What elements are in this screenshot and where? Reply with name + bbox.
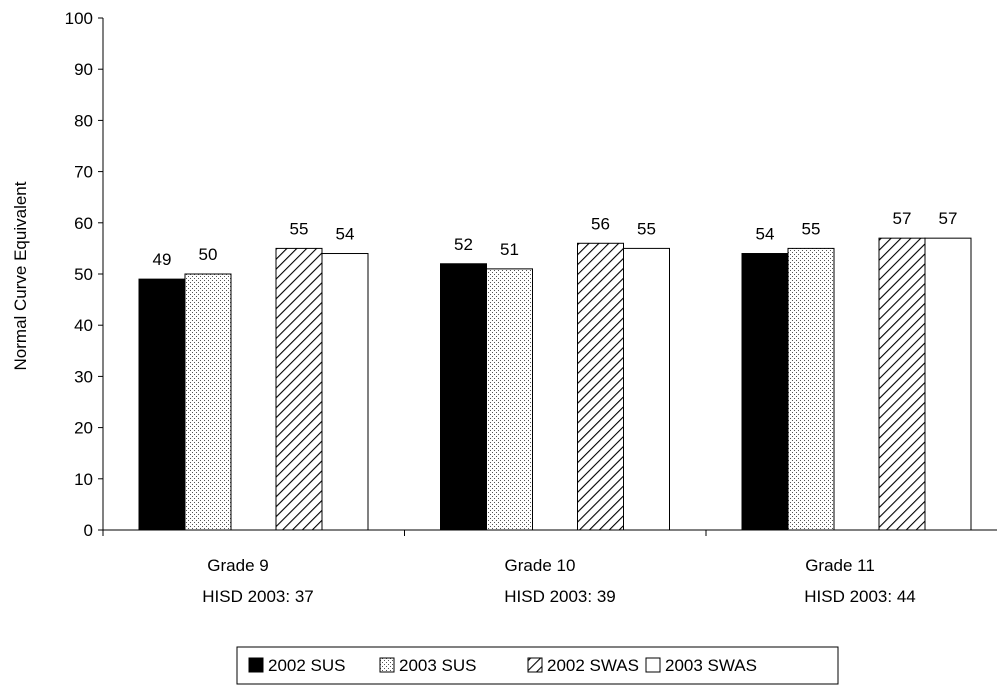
y-tick-label: 0 (84, 521, 93, 540)
y-axis-title-group: Normal Curve Equivalent (11, 181, 30, 370)
data-label: 55 (290, 219, 309, 238)
legend-swatch (248, 657, 264, 673)
bar-2003-swas (924, 237, 972, 531)
bar-2003-swas (321, 253, 369, 531)
data-label: 55 (802, 219, 821, 238)
bar-2003-sus (787, 247, 835, 531)
y-tick-label: 50 (74, 265, 93, 284)
legend-label: 2002 SWAS (547, 656, 639, 675)
category-label: Grade 11 (805, 556, 875, 575)
legend-items: 2002 SUS 2003 SUS 2002 SWAS 2003 SWAS (248, 656, 757, 675)
y-tick-label: 60 (74, 214, 93, 233)
y-tick-label: 80 (74, 111, 93, 130)
data-label: 52 (454, 235, 473, 254)
bar-2002-swas (275, 247, 323, 531)
x-axis (102, 529, 997, 536)
data-label: 54 (336, 225, 355, 244)
bar-2003-sus (184, 273, 232, 531)
y-tick-label: 10 (74, 470, 93, 489)
data-label: 50 (199, 245, 218, 264)
y-tick-label: 100 (65, 9, 93, 28)
category-sublabel: HISD 2003: 44 (804, 587, 916, 606)
legend-label: 2003 SWAS (665, 656, 757, 675)
category-sublabel: HISD 2003: 39 (504, 587, 616, 606)
y-tick-label: 70 (74, 163, 93, 182)
legend-swatch (527, 657, 543, 673)
legend-swatch (379, 657, 395, 673)
data-labels-group: 49 52 54 50 51 55 55 56 57 54 55 57 (153, 209, 958, 269)
data-label: 55 (637, 219, 656, 238)
data-label: 56 (591, 214, 610, 233)
data-label: 49 (153, 250, 172, 269)
y-axis-title: Normal Curve Equivalent (11, 181, 30, 370)
bar-2003-sus (486, 268, 533, 531)
bar-2002-swas (878, 237, 926, 531)
data-label: 57 (893, 209, 912, 228)
category-label: Grade 9 (207, 556, 268, 575)
legend-label: 2003 SUS (399, 656, 477, 675)
bar-2002-sus (138, 278, 186, 531)
y-tick-label: 40 (74, 316, 93, 335)
data-label: 57 (939, 209, 958, 228)
legend: 2002 SUS 2003 SUS 2002 SWAS 2003 SWAS (236, 646, 839, 685)
data-label: 51 (500, 240, 519, 259)
bar-2002-swas (577, 242, 624, 531)
category-labels-group: Grade 9 HISD 2003: 37 Grade 10 HISD 2003: 3… (202, 556, 916, 606)
bar-2002-sus (440, 263, 487, 531)
y-tick-label: 20 (74, 419, 93, 438)
bar-2002-sus (741, 253, 789, 531)
category-label: Grade 10 (505, 556, 576, 575)
y-tick-label: 30 (74, 367, 93, 386)
legend-swatch (645, 657, 661, 673)
data-label: 54 (756, 225, 775, 244)
y-axis: 0 10 20 30 40 50 60 70 80 90 100 (65, 9, 104, 540)
y-tick-label: 90 (74, 60, 93, 79)
bar-2003-swas (623, 247, 670, 531)
bars-group (138, 237, 972, 531)
legend-label: 2002 SUS (268, 656, 346, 675)
category-sublabel: HISD 2003: 37 (202, 587, 314, 606)
